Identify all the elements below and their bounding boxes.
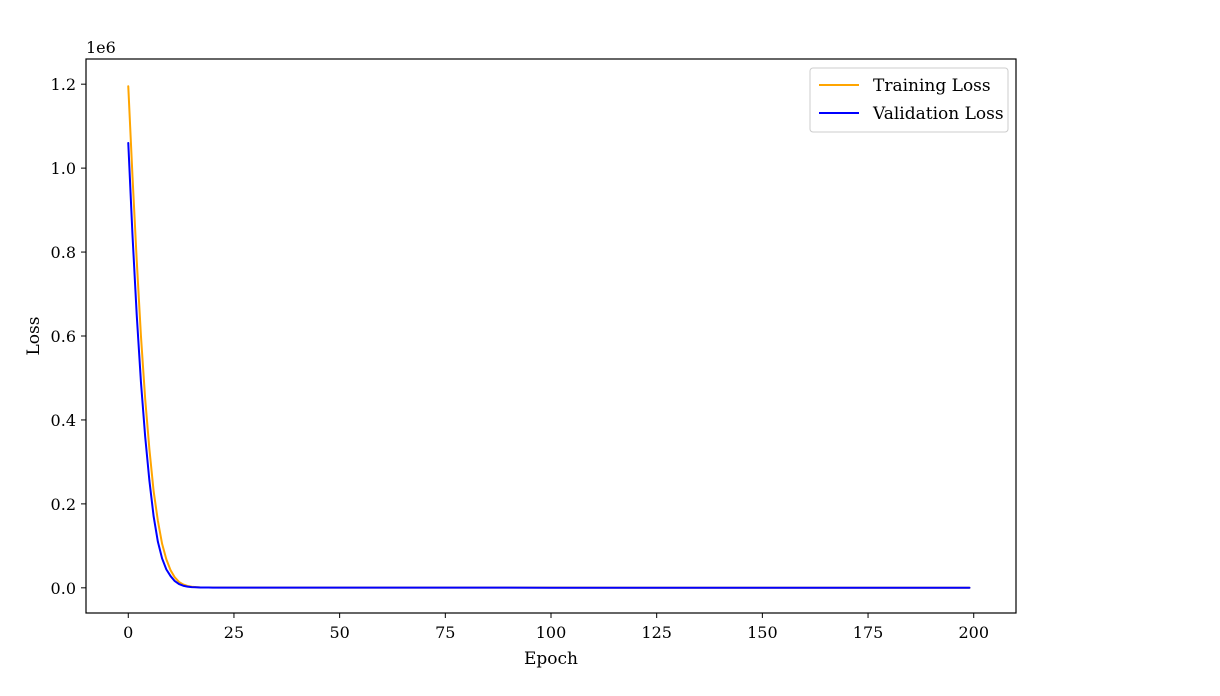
legend-box: [809, 67, 1009, 133]
legend: Training Loss Validation Loss: [809, 67, 1009, 133]
x-tick-label: 100: [536, 623, 567, 642]
x-tick-label: 150: [747, 623, 778, 642]
x-tick-label: 75: [435, 623, 455, 642]
y-scale-label: 1e6: [86, 38, 116, 57]
y-axis-title: Loss: [24, 317, 44, 356]
x-axis: 0 25 50 75 100 125 150 175 200: [123, 613, 989, 642]
series-layer: [127, 85, 971, 589]
legend-label: Training Loss: [873, 76, 991, 96]
legend-items: Training Loss Validation Loss: [819, 76, 1004, 124]
y-tick-label: 0.4: [51, 411, 76, 430]
y-tick-label: 0.2: [51, 495, 76, 514]
y-tick-label: 1.2: [51, 75, 76, 94]
x-axis-title: Epoch: [524, 649, 578, 669]
x-tick-label: 50: [329, 623, 349, 642]
y-tick-label: 0.0: [51, 579, 76, 598]
x-tick-label: 25: [224, 623, 244, 642]
y-tick-label: 0.6: [51, 327, 76, 346]
x-tick-label: 175: [853, 623, 884, 642]
y-tick-label: 0.8: [51, 243, 76, 262]
x-tick-label: 0: [123, 623, 133, 642]
y-axis: 0.0 0.2 0.4 0.6 0.8 1.0 1.2: [51, 75, 86, 598]
series-line-validation-loss: [127, 141, 971, 589]
x-tick-label: 125: [641, 623, 672, 642]
y-tick-label: 1.0: [51, 159, 76, 178]
legend-label: Validation Loss: [872, 104, 1004, 124]
x-tick-label: 200: [958, 623, 989, 642]
